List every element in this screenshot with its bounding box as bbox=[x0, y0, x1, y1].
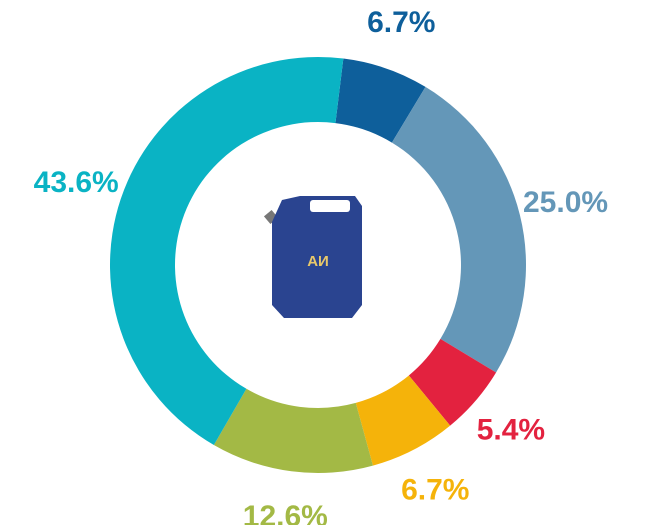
canister-icon: АИ bbox=[263, 196, 362, 318]
value-label: 43.6% bbox=[34, 166, 119, 199]
canister-body bbox=[272, 196, 362, 318]
icon-label: АИ bbox=[307, 253, 329, 270]
value-label: 25.0% bbox=[523, 186, 608, 219]
value-label: 5.4% bbox=[477, 414, 545, 447]
donut-segment bbox=[335, 58, 426, 143]
donut-segment bbox=[110, 56, 344, 446]
donut-segment bbox=[213, 388, 373, 473]
value-label: 6.7% bbox=[401, 473, 469, 506]
donut-segment bbox=[355, 375, 451, 466]
value-label: 6.7% bbox=[367, 6, 435, 39]
donut-segment bbox=[391, 86, 527, 373]
canister-handle bbox=[310, 200, 350, 212]
donut-segment bbox=[408, 338, 497, 426]
value-label: 12.6% bbox=[243, 500, 328, 525]
